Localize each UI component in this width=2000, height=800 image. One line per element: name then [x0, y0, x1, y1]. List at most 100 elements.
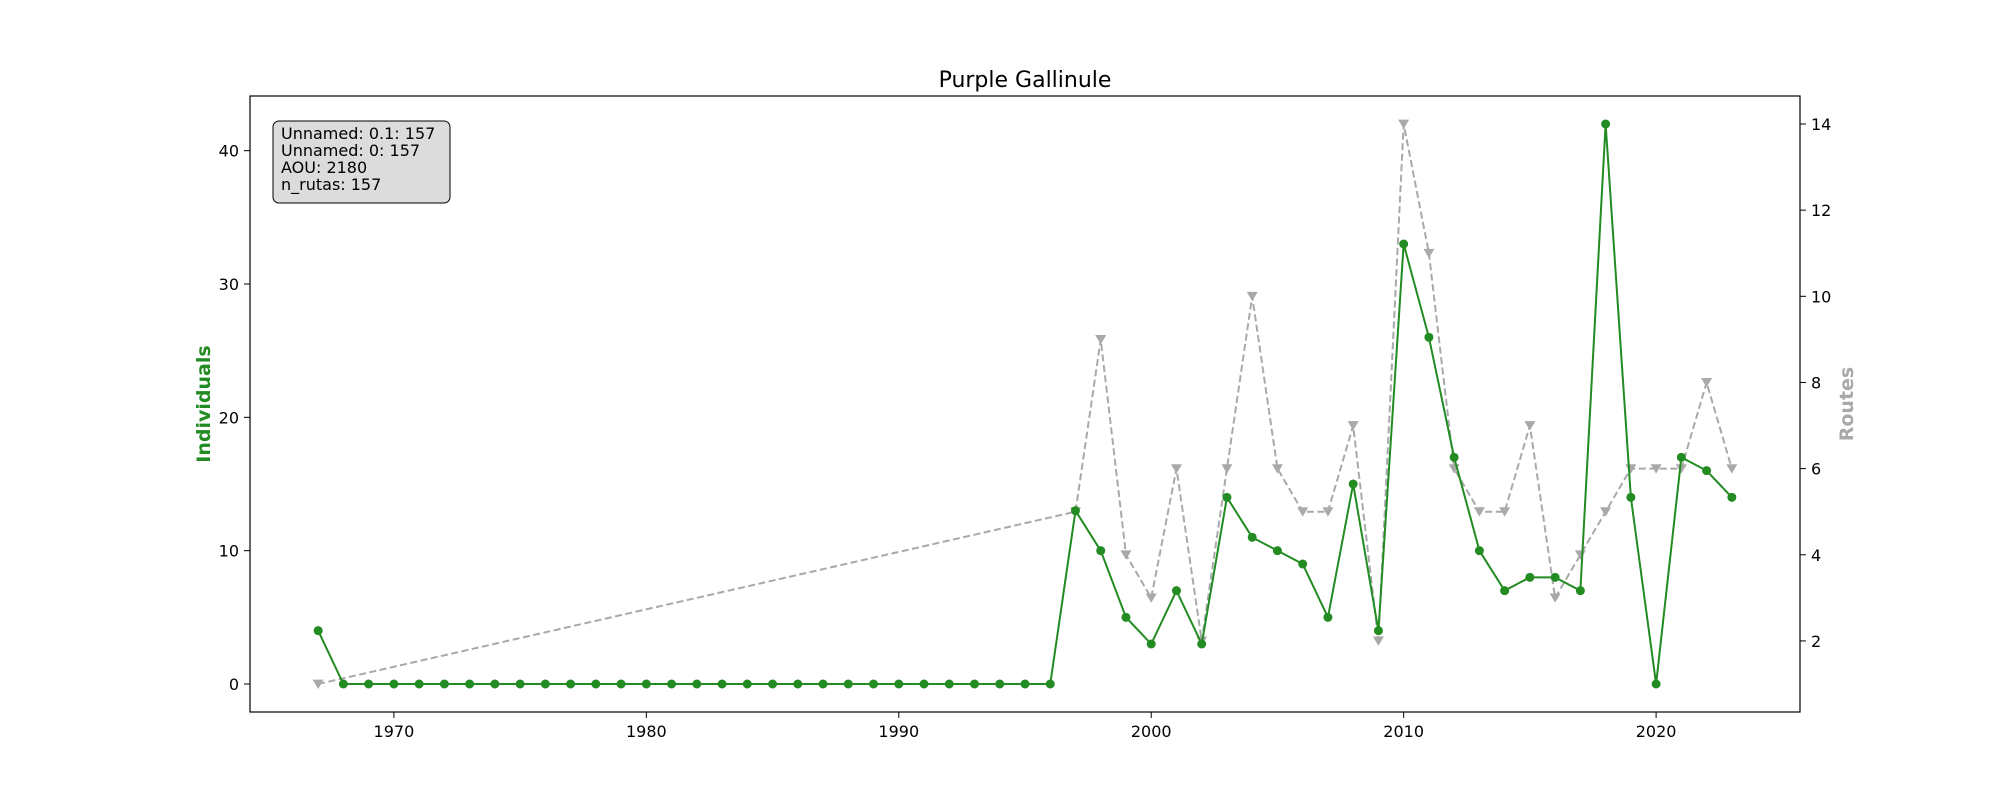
x-tick-label-1980: 1980	[626, 722, 667, 741]
point-individuals-2016	[1550, 572, 1560, 582]
point-individuals-2023	[1727, 492, 1737, 502]
point-individuals-2009	[1373, 626, 1383, 636]
point-routes-2023	[1726, 464, 1738, 474]
point-individuals-2004	[1247, 532, 1257, 542]
point-individuals-1967	[313, 626, 323, 636]
y-right-tick-label-4: 4	[1811, 546, 1821, 565]
y-left-tick-label-20: 20	[219, 408, 239, 427]
y-right-tick-label-8: 8	[1811, 373, 1821, 392]
point-individuals-1988	[843, 679, 853, 689]
series-layer	[312, 119, 1738, 689]
point-individuals-1995	[1020, 679, 1030, 689]
point-individuals-1972	[439, 679, 449, 689]
x-tick-label-2020: 2020	[1636, 722, 1677, 741]
point-routes-2022	[1701, 378, 1713, 388]
point-routes-2008	[1347, 421, 1359, 431]
point-individuals-1971	[414, 679, 424, 689]
point-individuals-1973	[465, 679, 475, 689]
point-individuals-1987	[818, 679, 828, 689]
x-tick-label-2000: 2000	[1131, 722, 1172, 741]
point-routes-2014	[1499, 507, 1511, 517]
point-routes-2018	[1600, 507, 1612, 517]
info-box-background	[272, 120, 451, 204]
info-line-3: AOU: 2180	[281, 158, 367, 177]
y-left-tick-label-40: 40	[219, 142, 239, 161]
info-line-4: n_rutas: 157	[281, 175, 381, 195]
point-individuals-2010	[1399, 239, 1409, 249]
series-line-routes	[317, 123, 1733, 685]
x-axis: 1970 1980 1990 2000 2010 2020	[374, 712, 1677, 741]
y-axis-left: 0 10 20 30 40	[219, 142, 250, 694]
point-routes-2006	[1297, 507, 1309, 517]
point-individuals-2019	[1626, 492, 1636, 502]
point-individuals-1980	[641, 679, 651, 689]
point-individuals-2008	[1348, 479, 1358, 489]
point-routes-2010	[1398, 119, 1410, 129]
point-individuals-2017	[1575, 586, 1585, 596]
point-routes-2020	[1650, 464, 1662, 474]
point-routes-2021	[1675, 464, 1687, 474]
y-right-tick-label-12: 12	[1811, 201, 1831, 220]
point-individuals-2022	[1702, 466, 1712, 476]
point-individuals-2012	[1449, 452, 1459, 462]
point-individuals-1976	[540, 679, 550, 689]
y-axis-right: 2 4 6 8 10 12 14	[1800, 115, 1831, 651]
point-individuals-1986	[793, 679, 803, 689]
point-individuals-2013	[1474, 546, 1484, 556]
point-individuals-1984	[742, 679, 752, 689]
point-individuals-1999	[1121, 612, 1131, 622]
point-individuals-1990	[894, 679, 904, 689]
point-routes-2015	[1524, 421, 1536, 431]
y-left-tick-label-30: 30	[219, 275, 239, 294]
point-individuals-2011	[1424, 332, 1434, 342]
y-right-tick-label-10: 10	[1811, 287, 1831, 306]
info-line-2: Unnamed: 0: 157	[281, 141, 420, 160]
point-individuals-1997	[1070, 506, 1080, 516]
x-tick-label-1990: 1990	[878, 722, 919, 741]
point-routes-2004	[1246, 291, 1258, 302]
point-individuals-2001	[1171, 586, 1181, 596]
point-individuals-1993	[970, 679, 980, 689]
info-line-1: Unnamed: 0.1: 157	[281, 124, 435, 143]
point-routes-2003	[1221, 464, 1233, 474]
point-individuals-2015	[1525, 572, 1535, 582]
y-right-tick-label-2: 2	[1811, 632, 1821, 651]
point-routes-2005	[1271, 464, 1283, 474]
point-individuals-1983	[717, 679, 727, 689]
point-individuals-1991	[919, 679, 929, 689]
x-tick-label-1970: 1970	[374, 722, 415, 741]
point-individuals-1981	[667, 679, 677, 689]
point-individuals-2000	[1146, 639, 1156, 649]
point-routes-2007	[1322, 507, 1334, 517]
point-individuals-1979	[616, 679, 626, 689]
y-axis-right-label: Routes	[1836, 367, 1858, 442]
point-routes-2011	[1423, 248, 1435, 259]
point-individuals-1982	[692, 679, 702, 689]
point-routes-1998	[1095, 334, 1107, 345]
point-routes-1967	[312, 679, 324, 689]
point-individuals-2020	[1651, 679, 1661, 689]
point-individuals-1989	[869, 679, 879, 689]
chart-title: Purple Gallinule	[939, 68, 1112, 93]
point-individuals-1977	[566, 679, 576, 689]
point-individuals-1968	[338, 679, 348, 689]
point-individuals-1969	[364, 679, 374, 689]
point-individuals-2021	[1676, 452, 1686, 462]
point-individuals-1996	[1045, 679, 1055, 689]
point-routes-2013	[1473, 507, 1485, 517]
point-individuals-1970	[389, 679, 399, 689]
point-routes-2001	[1170, 464, 1182, 474]
y-right-tick-label-14: 14	[1811, 115, 1831, 134]
point-individuals-2006	[1298, 559, 1308, 569]
plot-area	[249, 95, 1801, 713]
point-routes-1999	[1120, 550, 1132, 560]
point-individuals-2014	[1500, 586, 1510, 596]
point-individuals-1994	[995, 679, 1005, 689]
point-individuals-1974	[490, 679, 500, 689]
y-axis-left-label: Individuals	[193, 345, 215, 462]
point-individuals-2005	[1272, 546, 1282, 556]
point-individuals-1985	[768, 679, 778, 689]
point-individuals-1975	[515, 679, 525, 689]
point-routes-2009	[1372, 636, 1384, 646]
